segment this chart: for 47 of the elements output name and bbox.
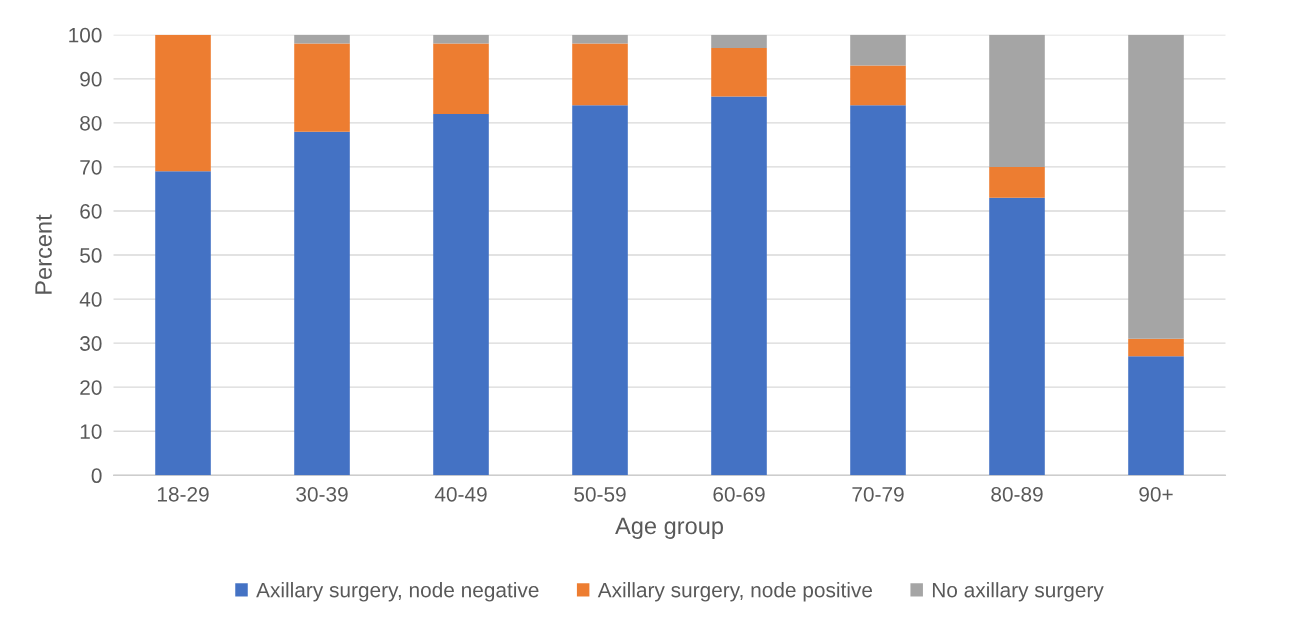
bar (572, 105, 628, 476)
x-tick-label: 60-69 (713, 486, 765, 502)
y-tick-label: 100 (69, 27, 102, 43)
x-tick-label: 70-79 (852, 486, 904, 502)
y-tick-label: 60 (80, 203, 102, 219)
bar (850, 34, 906, 66)
y-tick-label: 90 (80, 71, 102, 87)
x-axis-title: Age group (615, 517, 723, 539)
x-tick-label: 40-49 (434, 486, 487, 502)
bar (572, 34, 628, 44)
bar (155, 171, 211, 476)
y-axis-title: Percent (35, 214, 52, 294)
bar (711, 34, 767, 48)
bar (850, 105, 906, 476)
y-tick-label: 70 (80, 159, 102, 175)
y-tick-label: 50 (80, 248, 102, 263)
bar (989, 34, 1045, 167)
bar (850, 65, 906, 106)
bar (989, 197, 1045, 476)
y-tick-label: 80 (80, 115, 102, 131)
bar (433, 43, 489, 115)
bar (1128, 34, 1184, 339)
bar (1128, 356, 1184, 476)
y-tick-label: 30 (80, 336, 102, 351)
legend-label: Axillary surgery, node negative (256, 582, 539, 602)
bar (294, 34, 350, 44)
y-tick-label: 20 (80, 380, 102, 395)
bar (294, 43, 350, 132)
bar (294, 131, 350, 476)
x-tick-label: 50-59 (574, 486, 626, 502)
x-tick-label: 18-29 (157, 486, 209, 502)
y-tick-label: 0 (91, 468, 102, 484)
x-tick-label: 80-89 (991, 486, 1043, 502)
bar (155, 34, 211, 172)
x-tick-label: 90+ (1139, 486, 1173, 502)
y-tick-label: 10 (80, 424, 102, 439)
bar (711, 96, 767, 476)
bar (572, 43, 628, 106)
x-tick-label: 30-39 (296, 486, 348, 502)
legend-label: No axillary surgery (932, 582, 1104, 602)
bar (433, 34, 489, 44)
bar (433, 114, 489, 476)
bar (989, 166, 1045, 198)
bar (1128, 338, 1184, 357)
bar (711, 47, 767, 97)
legend-label: Axillary surgery, node positive (597, 582, 873, 602)
y-tick-label: 40 (79, 292, 102, 307)
